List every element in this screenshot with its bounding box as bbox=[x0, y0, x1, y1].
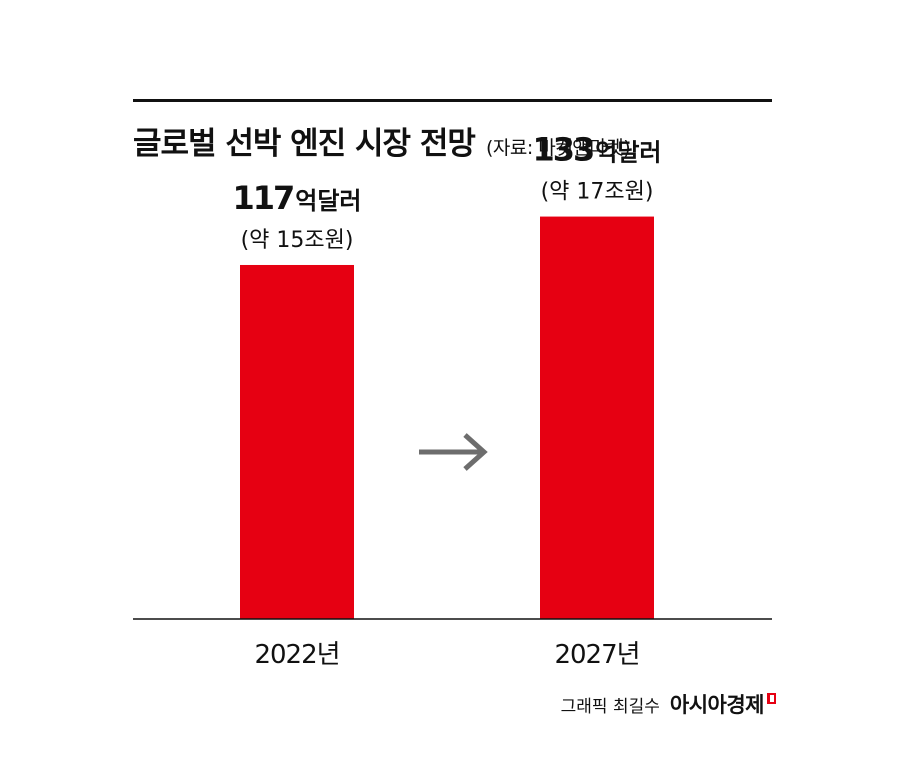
chart-title: 글로벌 선박 엔진 시장 전망 bbox=[133, 126, 476, 162]
value-label-0: 117억달러 bbox=[232, 179, 361, 217]
sub-label-0: (약 15조원) bbox=[241, 228, 354, 253]
sub-label-1: (약 17조원) bbox=[541, 180, 654, 205]
category-label-1: 2027년 bbox=[554, 640, 639, 670]
bar-0 bbox=[240, 264, 354, 619]
value-label-1: 133억달러 bbox=[532, 131, 661, 169]
right-arrow-icon bbox=[419, 433, 488, 471]
category-label-0: 2022년 bbox=[254, 640, 339, 670]
top-rule bbox=[133, 99, 772, 102]
footer: 그래픽 최길수 아시아경제 bbox=[561, 689, 776, 719]
graphic-credit: 그래픽 최길수 bbox=[560, 697, 660, 717]
bar-1 bbox=[540, 216, 654, 619]
source-note: (자료: 마켓앤마켓) bbox=[485, 137, 631, 159]
brand-mark-icon bbox=[767, 693, 776, 704]
brand-logo: 아시아경제 bbox=[669, 693, 765, 717]
title-row: 글로벌 선박 엔진 시장 전망 (자료: 마켓앤마켓) bbox=[133, 118, 631, 163]
